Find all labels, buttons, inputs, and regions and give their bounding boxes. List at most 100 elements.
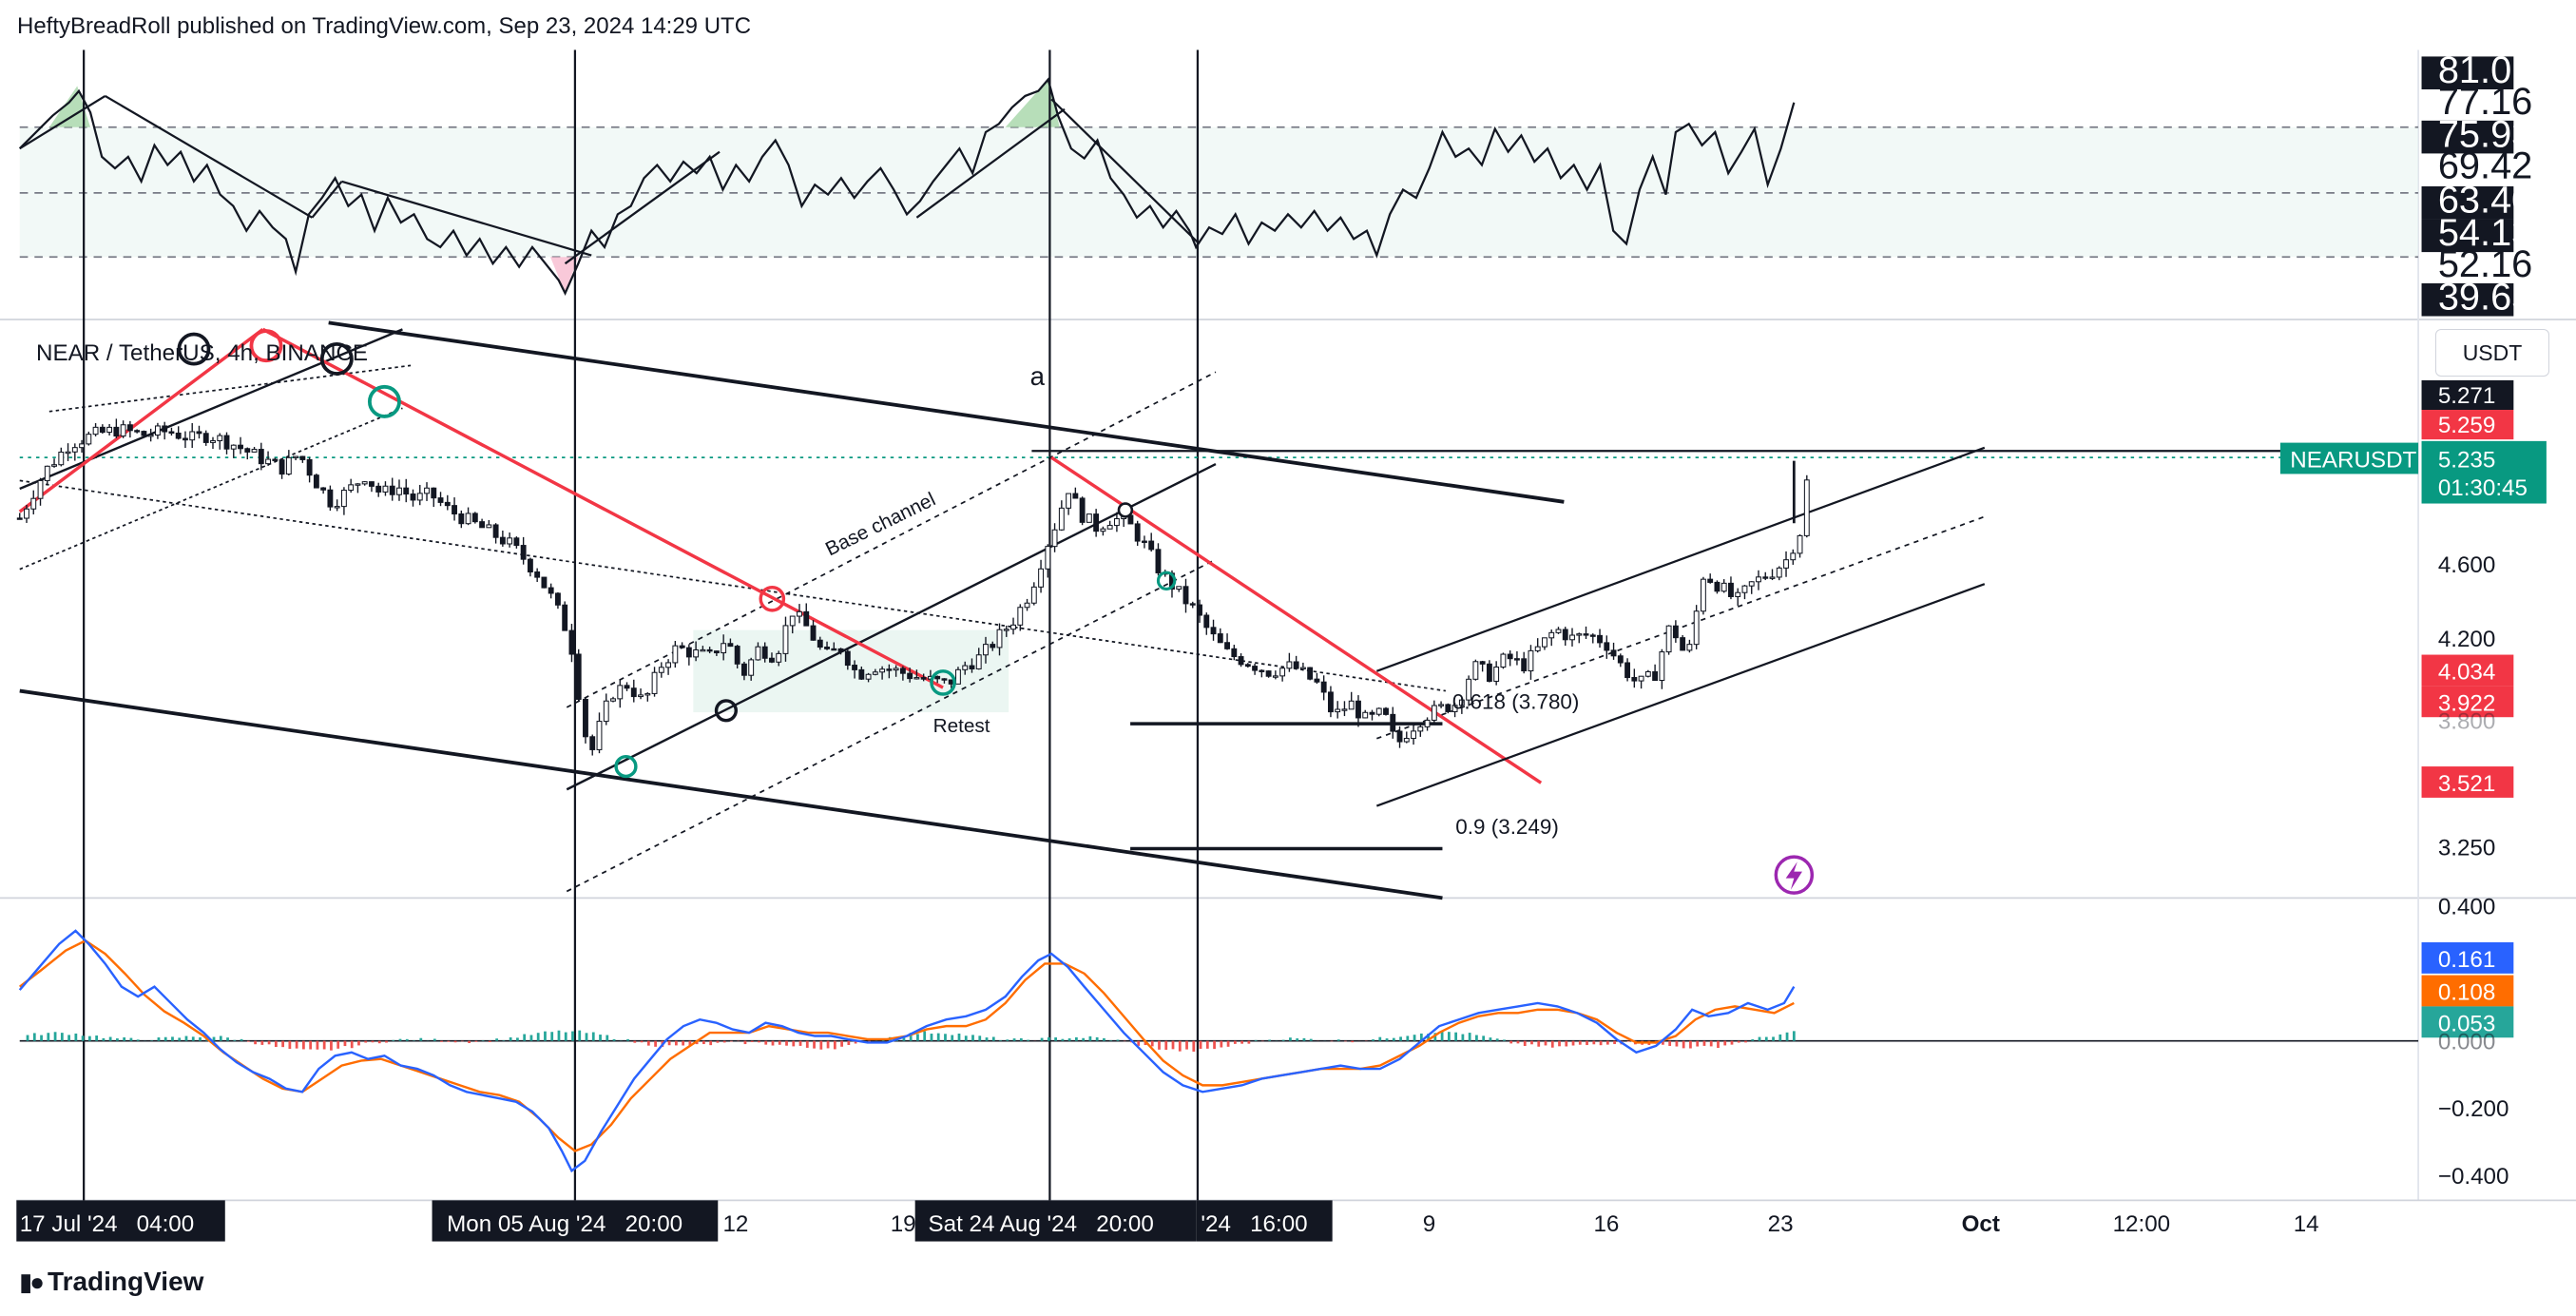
macd-hist-bar <box>847 1040 851 1046</box>
macd-hist-bar <box>1482 1035 1486 1041</box>
macd-hist-bar <box>1067 1038 1071 1041</box>
candle-body <box>721 643 727 654</box>
candle-body <box>1479 661 1486 665</box>
candle-body <box>769 657 775 663</box>
macd-hist-bar <box>1433 1033 1437 1041</box>
macd-hist-bar <box>1709 1040 1713 1047</box>
candle-body <box>1548 631 1555 639</box>
candle-body <box>700 648 706 652</box>
candle-body <box>265 458 271 465</box>
candle-body <box>568 629 575 655</box>
pivot-marker-black <box>319 341 354 376</box>
price-tag: 3.922 <box>2438 690 2496 716</box>
macd-hist-bar <box>585 1033 588 1041</box>
candle-body <box>1197 604 1202 616</box>
candle-body <box>1700 578 1706 612</box>
candle-body <box>1148 540 1155 551</box>
ticker-tag-bg <box>2279 442 2419 474</box>
countdown-tag: 01:30:45 <box>2438 475 2528 501</box>
candle-body <box>106 426 113 434</box>
candle-body <box>444 501 451 507</box>
macd-hist-bar <box>1689 1040 1692 1049</box>
candle-body <box>520 545 527 560</box>
price-tick: 4.200 <box>2438 627 2496 652</box>
tradingview-footer[interactable]: ▮● TradingView <box>19 1267 203 1297</box>
candle-body <box>86 434 92 445</box>
candle-body <box>1238 656 1244 666</box>
rsi-overbought-fill-2 <box>1005 79 1060 127</box>
candle-body <box>1783 559 1789 569</box>
macd-hist-bar <box>1730 1040 1734 1045</box>
macd-hist-bar <box>1302 1037 1306 1041</box>
candle-body <box>920 677 927 680</box>
macd-hist-bar <box>1399 1036 1402 1041</box>
candle-body <box>1769 576 1776 579</box>
candle-body <box>416 493 423 501</box>
candle-body <box>499 536 506 545</box>
candle-body <box>755 646 761 661</box>
candle-body <box>327 489 334 508</box>
macd-hist-bar <box>1220 1040 1223 1048</box>
candle-body <box>913 677 920 680</box>
candle-body <box>658 667 664 673</box>
macd-hist-bar <box>944 1034 947 1041</box>
rsi-tick: 54.13 <box>2438 212 2532 254</box>
macd-hist-bar <box>1158 1040 1161 1050</box>
rsi-overbought-fill <box>48 86 91 127</box>
candle-body <box>734 646 740 665</box>
candle-body <box>1113 518 1120 527</box>
candle-body <box>1327 691 1334 713</box>
macd-hist-bar <box>199 1036 202 1041</box>
macd-hist-bar <box>743 1040 747 1045</box>
macd-hist-bar <box>722 1040 726 1043</box>
macd-hist-bar <box>460 1040 464 1042</box>
candle-body <box>403 487 410 495</box>
macd-hist-bar <box>1461 1034 1465 1041</box>
macd-hist-bar <box>1675 1040 1679 1047</box>
currency-button[interactable]: USDT <box>2435 329 2549 377</box>
candle-body <box>789 615 796 627</box>
macd-hist-bar <box>123 1036 126 1041</box>
rsi-line <box>18 77 1796 296</box>
macd-hist-bar <box>419 1037 423 1041</box>
pivot-marker-green <box>614 754 638 779</box>
candle-body <box>748 659 755 676</box>
candle-body <box>30 497 37 510</box>
macd-hist-bar <box>1516 1040 1520 1044</box>
candle-body <box>1362 711 1369 719</box>
candle-body <box>1106 525 1113 530</box>
macd-hist-bar <box>1344 1040 1347 1042</box>
macd-hist-bar <box>785 1040 788 1046</box>
candle-body <box>1562 629 1568 641</box>
macd-hist-bar <box>1662 1040 1664 1045</box>
rsi-trendline <box>564 150 721 265</box>
macd-hist-bar <box>1095 1036 1099 1041</box>
rsi-trendline <box>915 107 1066 219</box>
candle-body <box>596 721 603 750</box>
macd-hist-bar <box>274 1040 278 1048</box>
candle-body <box>1293 661 1299 669</box>
candle-body <box>1693 610 1700 646</box>
candle-body <box>1500 653 1507 668</box>
candle-body <box>320 487 327 491</box>
macd-hist-bar <box>108 1036 112 1041</box>
candle-body <box>562 604 568 631</box>
macd-hist-bar <box>764 1040 768 1045</box>
candle-body <box>24 508 29 519</box>
macd-hist-bar <box>267 1040 271 1045</box>
price-tag: 5.259 <box>2438 413 2496 438</box>
candle-body <box>361 481 368 485</box>
macd-hist-bar <box>1413 1035 1416 1041</box>
candle-body <box>1086 513 1092 523</box>
time-label: 23 <box>1768 1211 1794 1237</box>
candle-body <box>1093 513 1100 532</box>
candle-body <box>452 505 457 515</box>
macd-axis: 0.400 0.161 0.108 0.053 0.000 −0.200 −0.… <box>2421 895 2514 1190</box>
macd-hist-bar <box>1054 1037 1057 1041</box>
macd-hist-bar <box>116 1038 119 1041</box>
candle-body <box>1320 681 1327 693</box>
time-label: Sat 24 Aug '24 20:00 <box>928 1211 1153 1237</box>
candle-body <box>1707 578 1714 583</box>
lightning-icon[interactable] <box>1774 855 1815 895</box>
